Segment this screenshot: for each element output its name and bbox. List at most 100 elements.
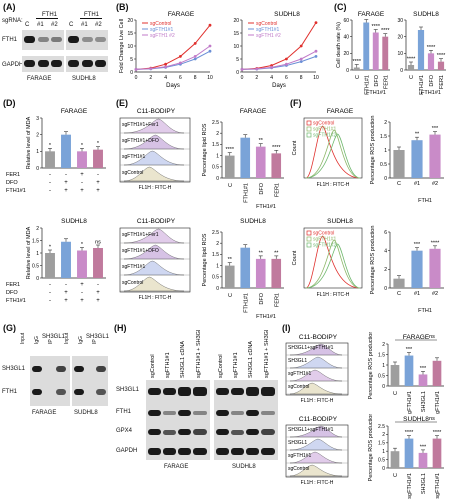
treatment-label: DFO [6,180,18,186]
y-axis-label: Count [292,140,298,155]
flow-row-label: sgControl [288,466,309,472]
significance-label: ** [274,250,279,256]
chart-title: SUDHL8 [327,218,353,225]
x-tick-label: 6 [285,75,288,81]
treatment-sign: + [80,172,84,178]
input-label: Input [64,332,70,344]
treatment-sign: - [81,290,83,296]
y-tick-label: 1.5 [212,252,219,258]
data-point [193,42,197,45]
y-axis-label: Fold Change Live Cell [119,19,125,73]
flow-histogram [123,118,185,134]
y-tick-label: 30 [397,18,403,24]
bar [77,250,87,278]
y-tick-label: 6 [384,230,387,236]
x-tick-label: DFO [374,74,380,86]
x-tick-label: C [397,181,401,187]
x-tick-label: C [409,75,415,79]
bar [429,134,441,178]
significance-label: ** [415,132,420,138]
y-tick-label: 15 [233,31,239,37]
legend-entry: sgFTH1#1 [313,237,337,243]
treatment-label: FER1 [6,282,20,288]
data-point [164,62,167,66]
y-tick-label: 2 [384,120,387,126]
cell-label-farage: FARAGE [27,76,52,82]
flow-row-label: sgFTH1#1+Fer1 [122,232,159,238]
legend-entry: sgFTH1#1 [313,127,337,133]
data-point [134,68,138,71]
histogram-trace [305,129,361,179]
blot-strip [66,30,108,50]
significance-label: **** [427,45,436,51]
y-tick-label: 4 [384,248,387,254]
x-tick-label: #1 [414,181,420,187]
histogram-trace [305,235,361,289]
y-axis-label: Percentage ROS production [370,226,376,295]
protein-label-fth1: FTH1 [2,389,17,395]
cell-label-sudhl8: SUDHL8 [232,464,256,470]
bar-chart-c-sudhl8: 0 10 20 30 **** C FTH1#1 **** DFO **** FER1 SUDHL8 F… [397,11,446,96]
flow-row-label: SH3GL1 [288,358,307,364]
x-tick-label: #2 [432,291,438,297]
legend-entry: sgControl [313,231,334,237]
lane-label: C [25,22,30,28]
data-point [255,67,259,71]
significance-label: * [97,141,100,147]
treatment-sign: - [49,188,51,194]
y-tick-label: 0 [216,176,219,182]
x-axis-label: Days [272,83,286,89]
data-point [270,65,273,69]
bar [372,32,379,70]
flow-histogram [123,166,185,182]
bar-chart-d-farage: 0 1 2 3 * * * Relative level of MDA FARAGE FER1 - -… [6,108,106,194]
group-label: FTH1#1 [256,314,276,320]
panel-label-f: (F) [290,98,302,108]
bar [411,250,423,288]
flow-row-label: sgFTH1#1+DFO [122,248,159,254]
panel-label-g: (G) [3,323,16,333]
series-line [135,45,211,70]
y-tick-label: 0 [382,466,385,472]
treatment-label: FTH1#1 [6,298,26,304]
x-tick-label: 2 [149,75,152,81]
y-tick-label: 20 [233,18,239,24]
significance-label: *** [420,444,427,450]
panel-label-b: (B) [116,2,129,12]
y-tick-label: 1.5 [212,142,219,148]
significance-label: ns [95,240,101,246]
y-tick-label: 0 [236,70,239,76]
bar-chart-d-sudhl8: 0 0.5 1 1.5 2 * * ns Relative level of MDA SUDHL8… [6,218,106,304]
flow-histogram [289,425,343,438]
legend-swatch [306,126,312,132]
legend-swatch [306,236,312,242]
legend-entry: sgFTH1#1 [150,27,174,33]
probe-title: C11-BODIPY [137,218,176,225]
y-tick-label: 5 [130,57,133,63]
bar [363,22,370,70]
x-tick-label: FER1 [274,293,280,307]
x-tick-label: C [393,473,399,477]
y-axis-label: Percentage ROS production [368,414,374,481]
bar [404,355,414,386]
bar [271,153,282,178]
chart-title: FARAGE [327,108,354,115]
y-tick-label: 60 [343,18,349,24]
flow-row-label: sgFTH1#1 [122,154,146,160]
y-tick-label: 0 [36,166,39,172]
y-tick-label: 1.5 [32,238,39,244]
blot-strip [30,356,70,406]
flow-row-label: sgFTH1#1 [288,371,312,377]
y-tick-label: 1.5 [378,352,385,358]
significance-label: **** [352,59,361,65]
y-axis-label: Percentage ROS production [368,332,374,399]
x-tick-label: FER1 [439,75,445,89]
lane-label: sgFTH1#1 [233,352,239,378]
flow-histogram [123,228,185,244]
ip-label: IP [92,339,98,344]
bar [404,438,414,468]
bar [45,253,55,278]
flow-row-label: sgFTH1#1 [122,264,146,270]
legend-entry: sgFTH1#2 [313,243,337,249]
